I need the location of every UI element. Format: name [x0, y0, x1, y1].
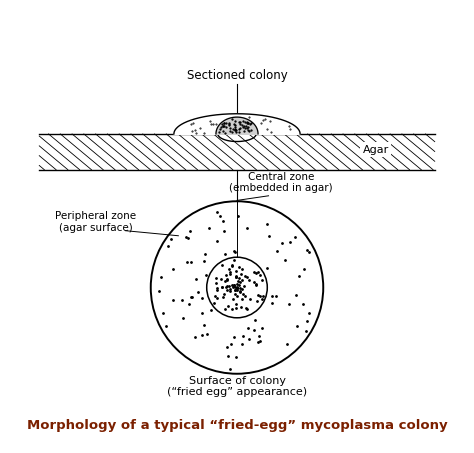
- Polygon shape: [174, 114, 300, 134]
- Text: Sectioned colony: Sectioned colony: [187, 68, 287, 82]
- Text: Central zone
(embedded in agar): Central zone (embedded in agar): [229, 172, 333, 193]
- Polygon shape: [216, 117, 258, 134]
- Circle shape: [151, 201, 323, 374]
- Text: Agar: Agar: [363, 145, 389, 155]
- Text: Peripheral zone
(agar surface): Peripheral zone (agar surface): [55, 212, 137, 233]
- Text: Morphology of a typical “fried-egg” mycoplasma colony: Morphology of a typical “fried-egg” myco…: [27, 419, 447, 432]
- Text: Surface of colony
(“fried egg” appearance): Surface of colony (“fried egg” appearanc…: [167, 376, 307, 397]
- Circle shape: [207, 257, 267, 318]
